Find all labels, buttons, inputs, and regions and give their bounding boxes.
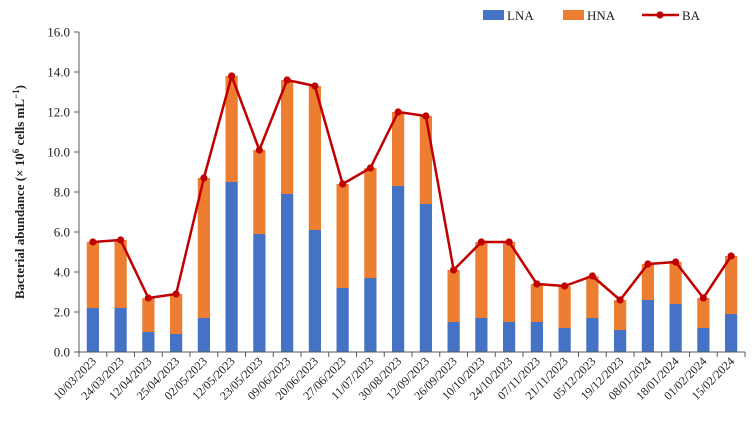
- bar-hna: [641, 264, 654, 300]
- legend-swatch-lna: [483, 10, 504, 20]
- bar-hna: [392, 112, 405, 186]
- bar-hna: [530, 284, 543, 322]
- ba-point: [533, 280, 541, 288]
- bar-hna: [142, 298, 155, 332]
- bar-lna: [197, 318, 210, 352]
- legend-item-hna: HNA: [563, 8, 616, 23]
- bar-lna: [697, 328, 710, 352]
- bar-lna: [364, 278, 377, 352]
- y-tick-label: 0.0: [54, 345, 70, 360]
- y-tick-label: 8.0: [54, 185, 70, 200]
- x-axis: 10/03/202324/03/202312/04/202325/04/2023…: [50, 351, 746, 403]
- ba-point: [144, 294, 152, 302]
- ba-point: [117, 236, 125, 244]
- ba-point: [450, 266, 458, 274]
- ba-point: [311, 82, 319, 90]
- ba-point: [172, 290, 180, 298]
- bar-lna: [308, 230, 321, 352]
- ba-point: [255, 146, 263, 154]
- bar-lna: [170, 334, 183, 352]
- legend-swatch-hna: [563, 10, 584, 20]
- bar-hna: [586, 276, 599, 318]
- bar-hna: [419, 116, 432, 204]
- y-axis-title: Bacterial abundance (× 106 cells mL−1): [11, 85, 27, 299]
- ba-point: [366, 164, 374, 172]
- y-tick-label: 16.0: [47, 25, 70, 40]
- ba-point: [727, 252, 735, 260]
- ba-point: [699, 294, 707, 302]
- bar-hna: [170, 294, 183, 334]
- ba-point: [422, 112, 430, 120]
- bar-hna: [558, 286, 571, 328]
- ba-point: [672, 258, 680, 266]
- bar-hna: [114, 240, 127, 308]
- y-tick-label: 6.0: [54, 225, 70, 240]
- bar-lna: [725, 314, 738, 352]
- bar-lna: [530, 322, 543, 352]
- bar-hna: [197, 178, 210, 318]
- y-tick-label: 4.0: [54, 265, 70, 280]
- legend: LNA HNA BA: [483, 8, 701, 23]
- bar-hna: [614, 300, 627, 330]
- y-axis: 0.0 2.0 4.0 6.0 8.0 10.0 12.0 14.0 16.0: [47, 25, 80, 360]
- ba-point: [616, 296, 624, 304]
- ba-point: [200, 174, 208, 182]
- bar-hna: [225, 76, 238, 182]
- bar-lna: [586, 318, 599, 352]
- bar-lna: [114, 308, 127, 352]
- ba-point: [283, 76, 291, 84]
- bar-lna: [392, 186, 405, 352]
- bar-lna: [669, 304, 682, 352]
- bar-hna: [669, 262, 682, 304]
- ba-point: [644, 260, 652, 268]
- bar-hna: [253, 150, 266, 234]
- legend-marker-ba: [656, 11, 664, 19]
- ba-point: [228, 72, 236, 80]
- bar-hna: [308, 86, 321, 230]
- legend-label-hna: HNA: [587, 8, 616, 23]
- y-tick-label: 14.0: [47, 65, 70, 80]
- y-tick-label: 2.0: [54, 305, 70, 320]
- bar-hna: [503, 242, 516, 322]
- bar-hna: [336, 184, 349, 288]
- bar-lna: [142, 332, 155, 352]
- bar-lna: [86, 308, 99, 352]
- bar-lna: [225, 182, 238, 352]
- legend-label-ba: BA: [682, 8, 701, 23]
- ba-series-line: [92, 74, 733, 302]
- ba-point: [394, 108, 402, 116]
- bar-lna: [281, 194, 294, 352]
- bar-lna: [641, 300, 654, 352]
- ba-point: [339, 180, 347, 188]
- bar-hna: [725, 256, 738, 314]
- y-tick-label: 10.0: [47, 145, 70, 160]
- bar-lna: [447, 322, 460, 352]
- bar-hna: [475, 242, 488, 318]
- ba-point: [89, 238, 97, 246]
- bar-lna: [558, 328, 571, 352]
- bar-lna: [253, 234, 266, 352]
- bar-lna: [419, 204, 432, 352]
- bar-lna: [503, 322, 516, 352]
- ba-point: [588, 272, 596, 280]
- bar-lna: [614, 330, 627, 352]
- bar-lna: [475, 318, 488, 352]
- bar-hna: [697, 298, 710, 328]
- ba-point: [505, 238, 513, 246]
- bar-hna: [281, 80, 294, 194]
- bar-hna: [364, 168, 377, 278]
- legend-label-lna: LNA: [507, 8, 534, 23]
- ba-point: [561, 282, 569, 290]
- bar-hna: [447, 270, 460, 322]
- ba-line: [89, 72, 735, 304]
- legend-item-ba: BA: [642, 8, 701, 23]
- bar-lna: [336, 288, 349, 352]
- bar-hna: [86, 242, 99, 308]
- legend-item-lna: LNA: [483, 8, 534, 23]
- bars: [86, 76, 738, 352]
- ba-point: [477, 238, 485, 246]
- y-tick-label: 12.0: [47, 105, 70, 120]
